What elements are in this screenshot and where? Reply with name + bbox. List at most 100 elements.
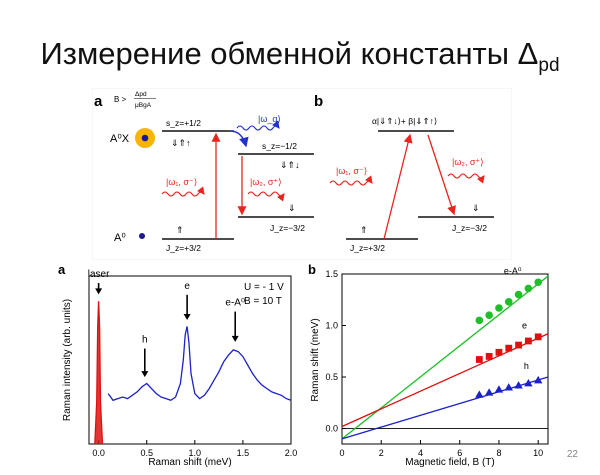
condition-prefix: B > [114,95,127,104]
sz-plus-label: s_z=+1/2 [166,118,201,128]
slide-title-main: Измерение обменной константы Δ [40,36,539,71]
chart-a-annotation-2: B = 10 T [244,296,282,307]
relaxation-arrow [229,130,249,148]
chart-b-xtick-label: 4 [418,448,423,458]
chart-b-point [504,298,513,306]
chart-b-point [524,379,533,387]
chart-a-xtick-label: 0.0 [92,448,105,458]
omega2-label: |ω₂, σ⁺⟩ [250,177,282,187]
slide-title: Измерение обменной константы Δpd [0,36,600,77]
chart-b-series-label: e [522,321,527,331]
chart-b-point [475,390,484,398]
omega1-wave [161,186,205,197]
sz-plus-spins: ⇓⇑↑ [171,138,191,148]
b-top-state: α|⇓⇑↓⟩+ β|⇓⇑↑⟩ [372,116,437,126]
chart-b-xtick-label: 10 [533,448,543,458]
chart-b-fit-line [341,275,549,440]
omega-q-wave [236,120,280,131]
chart-a-frame [88,275,292,445]
jz-plus-label: J_z=+3/2 [166,243,201,253]
chart-b-point [534,278,542,287]
chart-a-spectrum-line [107,326,292,402]
level-diagram: a B > Δpd μBgA A⁰X A⁰ s_z=+1/2 ⇓⇑↑ s_z=−… [92,88,512,260]
chart-b-xtick-label: 2 [379,448,384,458]
chart-b-point [504,383,513,391]
condition-numerator: Δpd [135,91,147,98]
jz-minus-label: J_z=−3/2 [270,223,305,233]
chart-b-ytick-label: 1.5 [325,269,338,279]
chart-a-peak-arrowhead [95,288,103,295]
exciton-label: A⁰X [110,133,130,145]
chart-b-ytick-label: 0.0 [325,424,338,434]
chart-b-point [524,284,533,293]
omega1-label: |ω₁, σ⁻⟩ [166,177,197,187]
chart-a-peak-label: h [142,335,148,346]
chart-b-point [494,385,504,393]
chart-b-ytick-label: 0.5 [325,372,338,382]
page-number: 22 [566,449,578,460]
chart-b-series-label: h [524,361,529,371]
chart-a-xtick-label: 0.5 [140,448,153,458]
chart-b-ytick-label: 1.0 [325,321,338,331]
chart-a-peak-label: laser [88,269,110,280]
acceptor-dot-icon [139,233,145,239]
diagram-b-label: b [314,93,323,110]
magnetic-field-chart: b 0 2 4 6 8 10 0.0 0.5 1.0 1.5 e-A⁰ e h Magnetic fi… [308,262,549,468]
chart-a-panel-label: a [58,262,66,277]
condition-denominator: μBgA [135,102,152,109]
chart-a-peak-arrowhead [141,371,149,378]
b-jz-minus-spin: ⇓ [472,203,480,213]
chart-b-fit-line [341,333,549,428]
chart-b-point [505,344,513,352]
chart-b-point [515,341,522,349]
b-omega1-label: |ω₁, σ⁻⟩ [336,166,367,176]
b-jz-plus-label: J_z=+3/2 [350,243,385,253]
chart-a-peak-label: e-A⁰ [225,298,245,309]
chart-a-peak-arrowhead [183,314,191,320]
chart-a-peak-arrowhead [231,335,239,342]
chart-a-xlabel: Raman shift (meV) [148,457,231,468]
chart-b-xtick-label: 8 [496,448,501,458]
chart-a-xtick-label: 2.0 [285,448,298,458]
jz-minus-spin: ⇓ [288,203,296,213]
chart-a-xtick-label: 1.0 [189,448,202,458]
chart-b-point [514,381,523,389]
chart-b-point [495,348,503,356]
sz-minus-label: s_z=−1/2 [262,141,297,151]
chart-b-point [524,337,532,345]
chart-b-point [495,304,503,312]
b-jz-plus-spin: ⇑ [360,225,368,235]
chart-b-point [475,356,483,363]
b-absorption-arrow [383,133,413,240]
chart-b-fit-line [341,376,549,440]
chart-b-ylabel: Raman shift (meV) [310,318,321,401]
chart-a-annotation-1: U = - 1 V [244,282,284,293]
acceptor-label: A⁰ [114,232,126,244]
chart-a-ylabel: Raman intensity (arb. units) [62,299,73,421]
b-omega1-wave [329,175,373,186]
b-omega2-wave [447,173,485,184]
chart-a-peak-label: e [184,281,190,292]
chart-a-xtick-label: 1.5 [237,448,250,458]
b-emission-arrow [427,134,456,216]
chart-b-point [485,353,493,360]
diagram-a-label: a [94,93,103,110]
exciton-core-icon [141,134,149,142]
diagram-frame [92,88,512,260]
slide-title-sub: pd [538,55,560,77]
chart-b-point [514,290,523,299]
b-jz-minus-label: J_z=−3/2 [452,223,487,233]
chart-b-frame [341,273,549,445]
jz-plus-spin: ⇑ [176,225,184,235]
chart-b-point [534,333,542,341]
b-omega2-label: |ω₂, σ⁺⟩ [452,157,484,167]
chart-b-panel-label: b [308,262,316,277]
chart-b-xtick-label: 0 [339,448,344,458]
sz-minus-spins: ⇓⇑↓ [280,160,300,170]
omega-q-label: |ω_q⟩ [258,114,281,124]
chart-b-xlabel: Magnetic field, B (T) [405,457,494,468]
chart-b-series-label: e-A⁰ [504,266,522,276]
omega2-wave [247,191,285,202]
chart-b-point [533,375,543,384]
